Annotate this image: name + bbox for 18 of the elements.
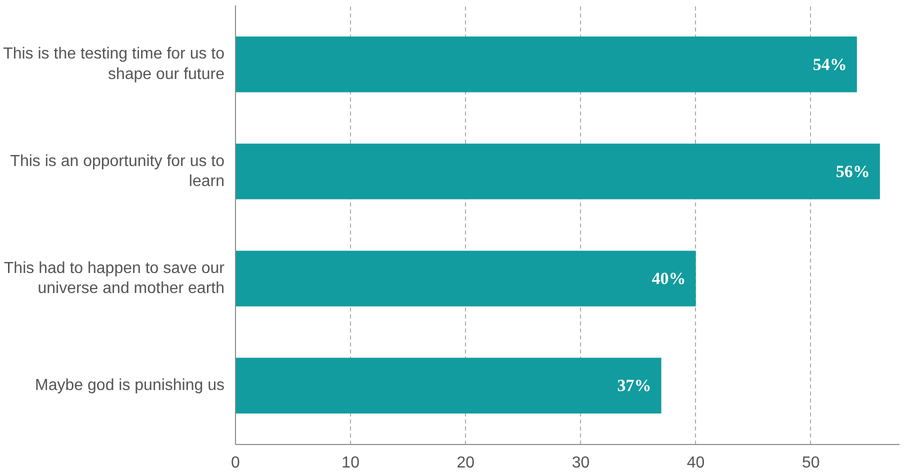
x-tick-label: 20 bbox=[456, 454, 475, 472]
bar bbox=[236, 144, 880, 200]
data-label: 56% bbox=[836, 162, 870, 181]
data-label: 40% bbox=[652, 269, 686, 288]
y-tick-label: This is an opportunity for us to learn bbox=[10, 152, 225, 190]
x-tick-label: 10 bbox=[342, 454, 360, 472]
bar bbox=[236, 36, 857, 92]
y-tick-label: This is the testing time for us to shape our future bbox=[3, 46, 225, 84]
data-label: 54% bbox=[812, 54, 847, 74]
bar bbox=[236, 250, 696, 306]
x-tick-label: 50 bbox=[802, 454, 820, 472]
bar bbox=[236, 358, 662, 414]
y-tick-label: This had to happen to save our universe and mother earth bbox=[4, 260, 226, 298]
x-tick-label: 0 bbox=[231, 454, 240, 472]
y-tick-label: Maybe god is punishing us bbox=[35, 377, 224, 394]
x-tick-label: 40 bbox=[686, 454, 705, 472]
data-label: 37% bbox=[617, 376, 652, 396]
x-tick-label: 30 bbox=[572, 454, 590, 472]
